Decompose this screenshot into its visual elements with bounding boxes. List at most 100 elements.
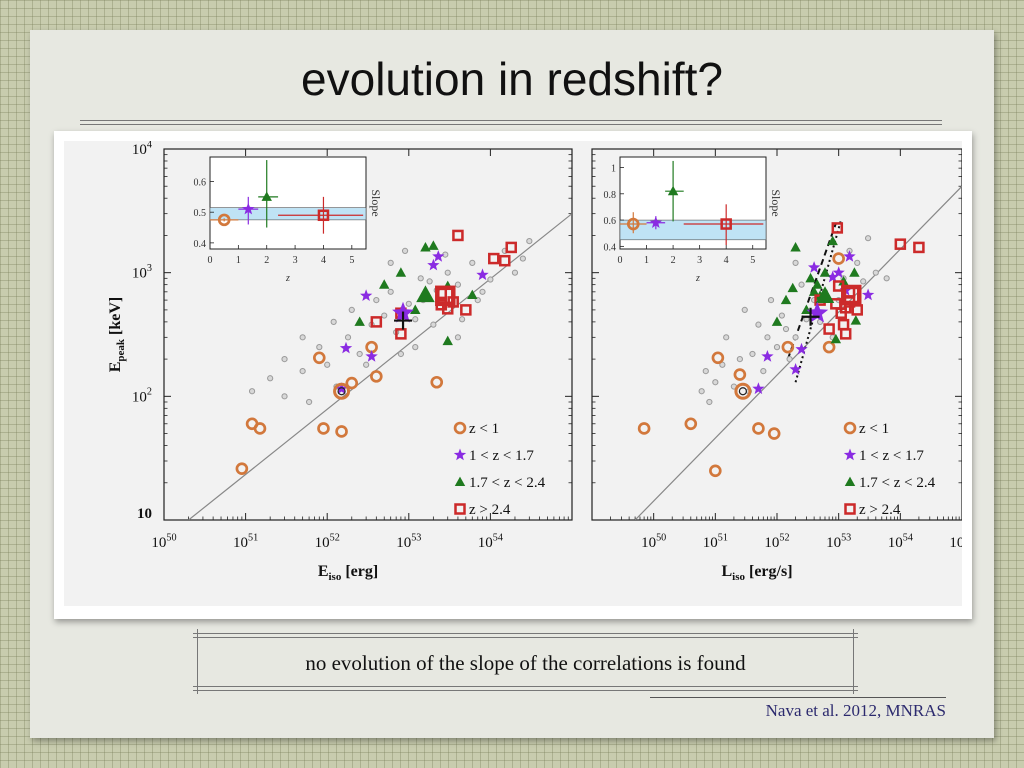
panel2-point-square: [894, 238, 907, 250]
slide: evolution in redshift? 1050 1051 1052 1053 1…: [30, 30, 994, 738]
panel1-inset-y-tick-label: 0.4: [194, 239, 207, 250]
slide-title: evolution in redshift?: [301, 53, 723, 105]
panel1-inset-y-tick-label: 0.5: [194, 208, 207, 219]
panel2-legend-label: 1.7 < z < 2.4: [859, 475, 936, 491]
panel2-grey-point: [698, 388, 705, 395]
panel1-x-tick-label: 1050: [151, 532, 176, 551]
panel1-legend-label: z > 2.4: [469, 502, 511, 518]
panel2-plot-group: [634, 185, 962, 520]
panel2-grey-point: [767, 297, 775, 304]
panel2-point-triangle: [819, 267, 831, 277]
panel1-highlight-circle-core: [337, 387, 346, 396]
panel2-point-circle: [637, 422, 651, 435]
panel1-point-square: [488, 252, 500, 265]
panel2-grey-point: [760, 367, 767, 375]
panel1-grey-point: [363, 361, 370, 368]
panel1-grey-point: [324, 361, 331, 368]
panel1-inset-frame: [209, 156, 367, 250]
panel1-grey-point: [401, 247, 409, 254]
panel1-grey-point: [299, 334, 306, 341]
panel1-highlight-triangle: [416, 285, 435, 303]
panel1-highlight-square: [435, 285, 456, 307]
panel1-grey-point: [426, 278, 433, 285]
panel2-grey-point: [782, 325, 790, 333]
caption-rule-left: [197, 629, 198, 694]
panel2-point-circle: [781, 340, 795, 354]
panel2-inset-point: [626, 217, 640, 231]
panel2-point-star: [795, 342, 808, 355]
panel2-grey-point: [854, 259, 861, 266]
panel1-legend-marker: [453, 421, 467, 435]
panel1-point-star: [427, 258, 440, 271]
panel1-grey-point: [526, 237, 533, 245]
panel1-inset-x-tick-label: 4: [321, 255, 326, 266]
panel1-grey-point: [412, 316, 419, 323]
panel2-grey-point: [786, 356, 793, 363]
panel1-grey-point: [316, 344, 323, 351]
panel1-point-star: [432, 250, 445, 262]
panel2-point-square: [823, 323, 835, 335]
panel2-highlight-triangle: [815, 286, 835, 304]
panel1-grey-point: [267, 375, 274, 382]
panel2-legend-marker: [844, 503, 856, 515]
panel1-grey-point: [305, 398, 313, 406]
panel1-grey-point: [454, 334, 462, 341]
panel2-inset-point: [649, 216, 662, 228]
panel2-point-square: [839, 328, 852, 340]
panel2-grey-point: [712, 379, 719, 386]
panel1-legend-label: 1.7 < z < 2.4: [469, 475, 546, 491]
caption-rule-top: [193, 633, 858, 634]
panel2-dashed-line: [794, 219, 843, 383]
panel2-point-circle: [733, 368, 747, 381]
panel1-inset-point: [242, 202, 255, 215]
panel2-grey-point: [792, 259, 799, 266]
panel1-grey-point: [299, 367, 306, 375]
panel2-x-tick-label: 1052: [764, 532, 789, 551]
panel2-inset-x-tick-label: 0: [618, 255, 623, 266]
panel2-grey-point: [755, 321, 762, 328]
panel2-legend-label: z < 1: [859, 421, 889, 437]
panel2-point-triangle: [787, 282, 798, 293]
panel2-highlight-circle-core: [738, 387, 748, 396]
panel2-grey-point: [736, 356, 743, 363]
panel1-grey-point: [459, 316, 466, 323]
panel1-point-circle: [312, 351, 326, 365]
panel1-point-triangle: [379, 279, 390, 289]
panel1-x-tick-label: 1054: [478, 532, 503, 551]
panel1-grey-point: [479, 288, 486, 295]
panel2-x-tick-label: 1055: [949, 532, 962, 551]
panel1-point-circle: [253, 422, 267, 435]
panel2-legend-label: z > 2.4: [859, 502, 901, 518]
panel2-grey-point: [702, 367, 709, 375]
panel1-grey-point: [381, 312, 388, 319]
panel1-grey-point: [444, 269, 451, 276]
panel1-plot-group: [188, 213, 572, 520]
panel1-point-square: [370, 316, 383, 328]
panel1-grey-point: [412, 344, 419, 351]
panel1-legend-label: 1 < z < 1.7: [469, 448, 534, 464]
panel1-point-star: [360, 289, 373, 301]
panel2-inset-y-tick-label: 1: [611, 164, 616, 175]
panel2-point-circle: [767, 427, 781, 440]
panel2-x-tick-label: 1054: [888, 532, 913, 551]
panel2-grey-point: [764, 334, 771, 341]
panel2-point-triangle: [805, 272, 816, 283]
panel1-point-circle: [235, 462, 249, 475]
panel2-point-triangle: [812, 279, 823, 289]
panel1-grey-point: [248, 388, 256, 395]
panel1-x-tick-label: 1053: [396, 532, 421, 551]
panel1-inset-x-tick-label: 2: [264, 255, 269, 266]
panel1-point-circle: [370, 370, 383, 383]
panel1-grey-point: [397, 350, 404, 358]
panel2-inset-point: [667, 185, 679, 196]
panel1-highlight-circle: [333, 382, 351, 400]
panel1-point-square: [395, 328, 407, 340]
panel2-point-circle: [832, 252, 845, 265]
panel2-point-triangle: [790, 242, 801, 252]
panel2-point-star: [832, 266, 845, 278]
panel2-point-circle: [822, 340, 836, 354]
panel2-point-square: [913, 241, 925, 254]
panel2-grey-point: [883, 275, 890, 282]
panel1-legend-marker: [454, 476, 466, 487]
